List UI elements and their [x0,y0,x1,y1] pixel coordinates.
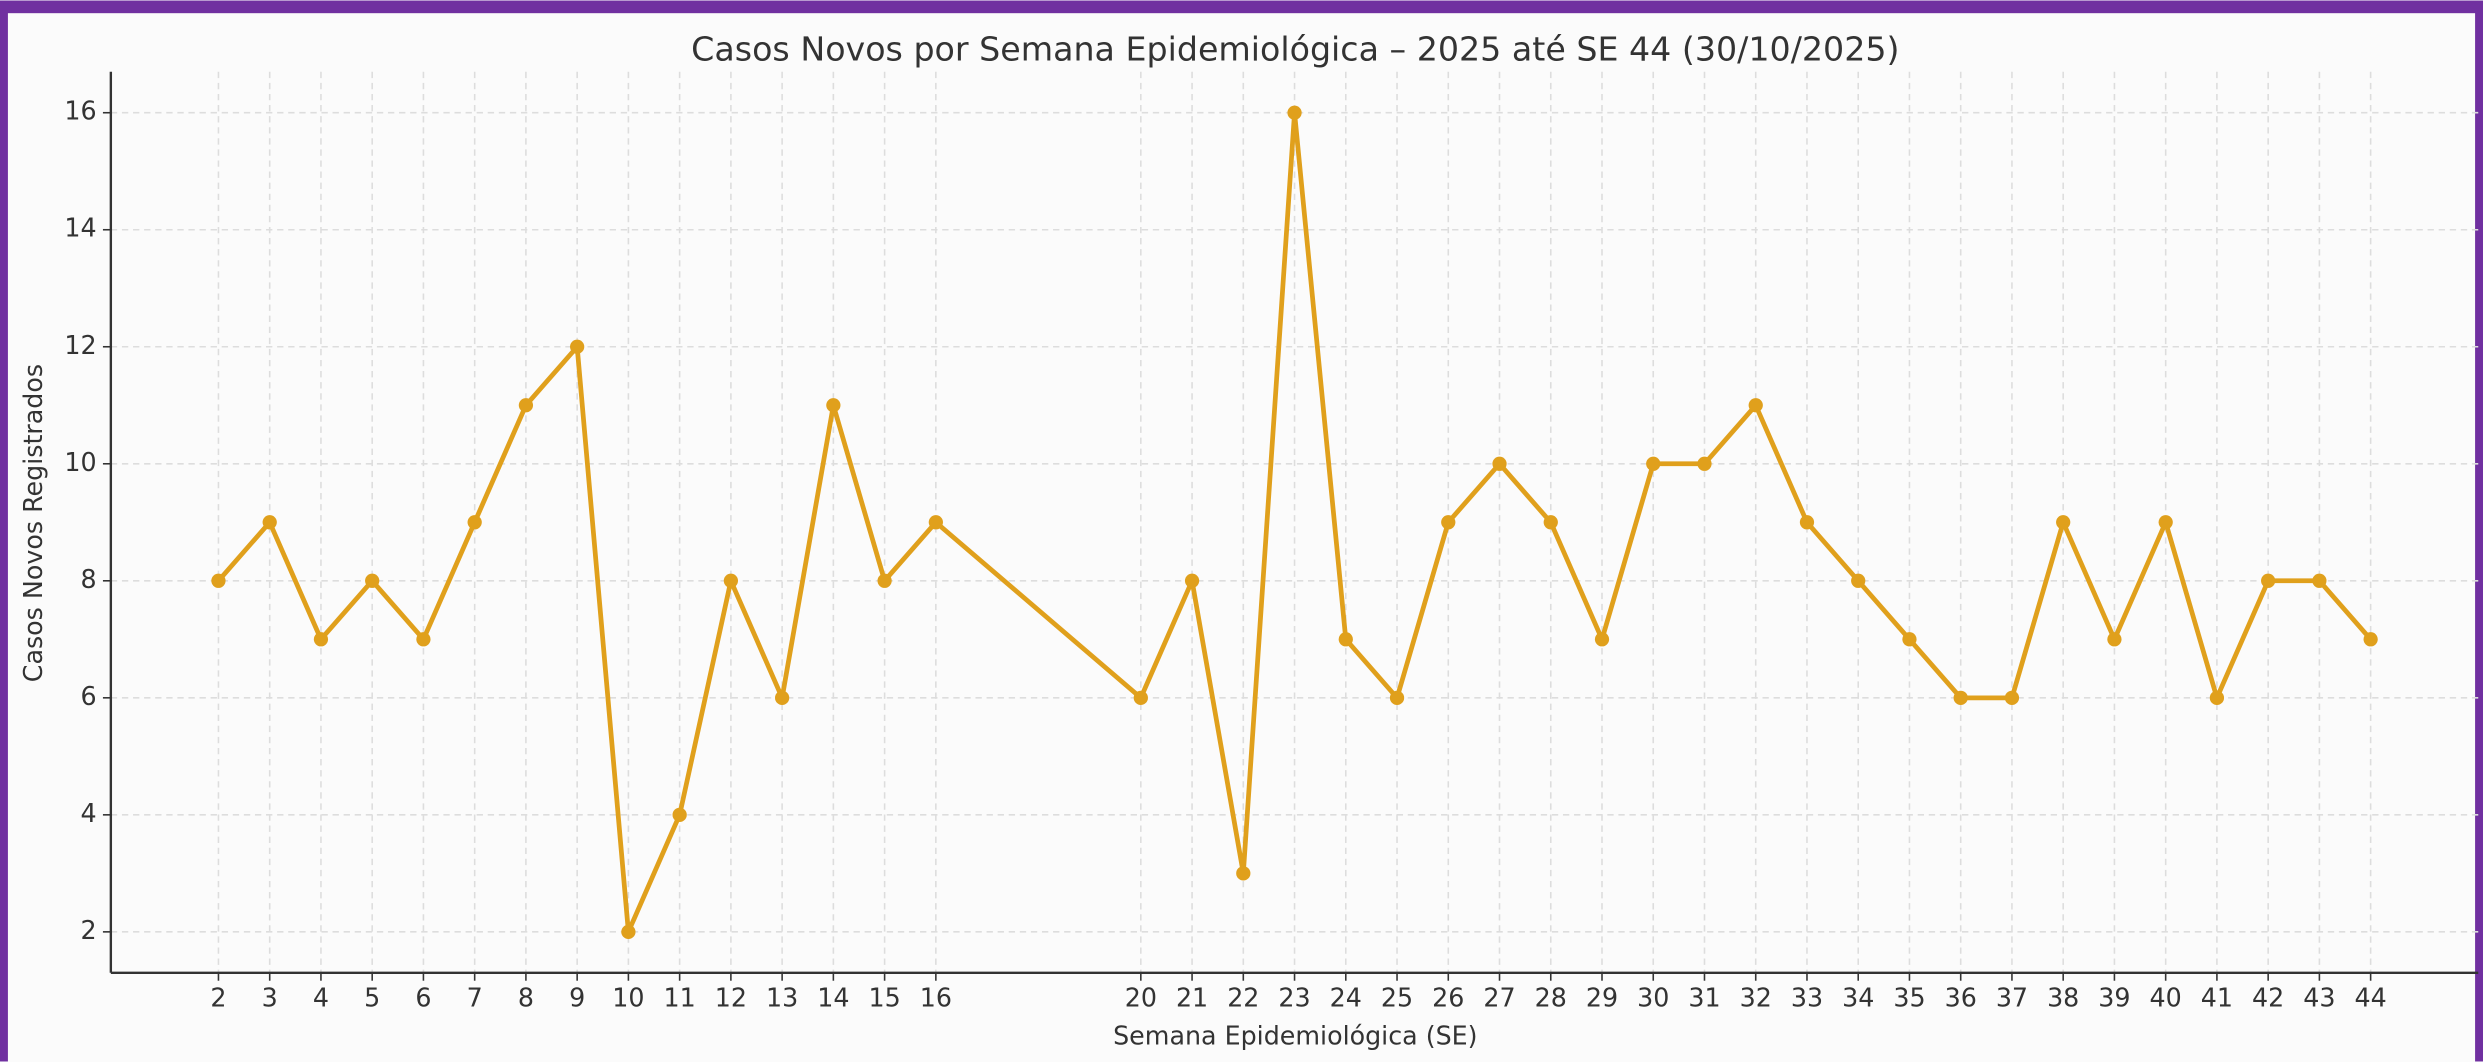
point [1543,515,1558,530]
point [2363,632,2378,647]
x-tick-label: 22 [1227,983,1259,1013]
x-tick-label: 25 [1381,983,1413,1013]
x-tick-label: 23 [1278,983,1310,1013]
point [570,339,585,354]
x-tick-label: 12 [715,983,747,1013]
point [1236,866,1251,881]
x-tick-label: 30 [1637,983,1669,1013]
x-tick-label: 9 [569,983,585,1013]
point [313,632,329,647]
point [1851,573,1866,588]
x-tick-label: 38 [2047,983,2079,1013]
x-tick-label: 16 [920,983,952,1013]
point [262,515,277,530]
background [7,13,2476,1062]
y-tick-label: 16 [64,96,96,126]
x-tick-label: 42 [2252,983,2284,1013]
x-tick-label: 3 [262,983,278,1013]
y-tick-label: 8 [80,564,96,594]
x-tick-label: 37 [1996,983,2028,1013]
point [1594,632,1610,647]
x-tick-label: 5 [364,983,380,1013]
y-tick-label: 2 [80,915,96,945]
point [1287,105,1302,120]
x-tick-label: 41 [2201,983,2233,1013]
x-tick-label: 27 [1483,983,1515,1013]
x-tick-label: 35 [1893,983,1925,1013]
point [1133,690,1148,705]
point [1748,398,1763,413]
point [2209,690,2225,705]
x-tick-label: 14 [817,983,849,1013]
x-tick-label: 33 [1791,983,1823,1013]
x-tick-label: 28 [1535,983,1567,1013]
x-axis-label: Semana Epidemiológica (SE) [1113,1021,1477,1051]
y-tick-label: 4 [80,798,96,828]
point [1902,632,1917,647]
x-tick-label: 21 [1176,983,1208,1013]
point [2312,573,2327,588]
x-tick-label: 4 [313,983,329,1013]
x-tick-label: 31 [1688,983,1720,1013]
point [877,573,892,588]
x-tick-label: 15 [868,983,900,1013]
x-tick-label: 10 [612,983,644,1013]
point [211,573,226,588]
point [1184,573,1200,588]
x-tick-label: 39 [2098,983,2130,1013]
x-tick-label: 44 [2355,983,2387,1013]
point [1646,456,1661,471]
y-tick-label: 14 [64,213,96,243]
point [2004,690,2020,705]
point [1492,456,1507,471]
x-tick-label: 34 [1842,983,1874,1013]
point [416,632,431,647]
x-tick-label: 11 [664,983,696,1013]
point [774,690,790,705]
x-tick-label: 20 [1125,983,1157,1013]
x-tick-label: 7 [467,983,483,1013]
point [467,515,482,530]
point [723,573,739,588]
y-axis-label: Casos Novos Registrados [18,364,48,682]
point [1697,456,1712,471]
point [672,807,687,822]
series-line [216,110,2373,935]
x-tick-label: 24 [1330,983,1362,1013]
y-tick-label: 6 [80,681,96,711]
point [928,515,943,530]
x-tick-label: 40 [2150,983,2182,1013]
point [365,573,380,588]
point [518,398,534,413]
point [621,924,636,939]
x-tick-label: 6 [415,983,431,1013]
x-tick-label: 32 [1740,983,1772,1013]
point [2056,515,2071,530]
point [1799,515,1815,530]
x-tick-label: 29 [1586,983,1618,1013]
point [2261,573,2276,588]
y-tick-label: 12 [64,330,96,360]
point [1389,690,1405,705]
point [1338,632,1353,647]
x-tick-label: 13 [766,983,798,1013]
point [2107,632,2122,647]
x-tick-label: 2 [210,983,226,1013]
point [2158,515,2173,530]
point [1953,690,1968,705]
x-tick-label: 36 [1945,983,1977,1013]
point [826,398,841,413]
chart-title: Casos Novos por Semana Epidemiológica – … [691,30,1899,69]
y-tick-label: 10 [64,447,96,477]
x-tick-label: 43 [2303,983,2335,1013]
point [1441,515,1456,530]
x-tick-label: 26 [1432,983,1464,1013]
x-tick-label: 8 [518,983,534,1013]
